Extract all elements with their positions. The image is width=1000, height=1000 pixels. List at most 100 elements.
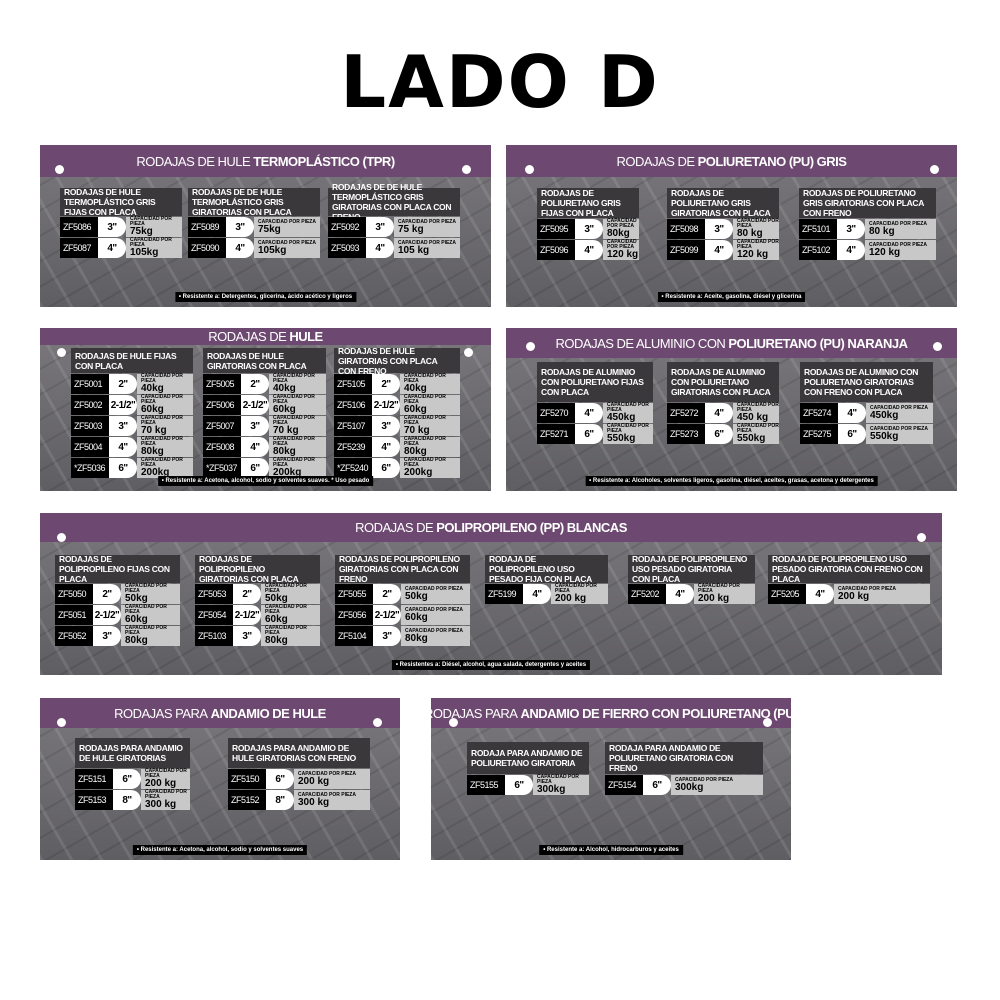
capacity-label: CAPACIDAD POR PIEZA	[607, 423, 649, 434]
product-code: ZF5239	[334, 437, 372, 457]
product-code: ZF5199	[485, 584, 523, 604]
capacity-value: 80kg	[607, 228, 630, 239]
product-code: ZF5092	[328, 217, 366, 237]
card-title: RODAJAS PARA ANDAMIO DE HULE GIRATORIAS	[75, 738, 190, 768]
product-code: ZF5153	[75, 790, 113, 810]
product-card: RODAJAS DE POLIPROPILENO GIRATORIAS CON …	[335, 554, 470, 646]
capacity-cell: CAPACIDAD POR PIEZA 40kg	[269, 374, 326, 394]
capacity-value: 75 kg	[398, 223, 424, 235]
capacity-cell: CAPACIDAD POR PIEZA 450kg	[603, 403, 653, 423]
capacity-value: 80 kg	[737, 228, 763, 239]
product-code: ZF5103	[195, 626, 233, 646]
panel-title: RODAJAS DE HULE	[136, 153, 251, 169]
product-row: ZF5275 6" CAPACIDAD POR PIEZA 550kg	[800, 424, 933, 444]
wheel-size: 4"	[241, 437, 269, 457]
capacity-cell: CAPACIDAD POR PIEZA 300 kg	[294, 790, 370, 810]
product-row: ZF5151 6" CAPACIDAD POR PIEZA 200 kg	[75, 769, 190, 789]
capacity-label: CAPACIDAD POR PIEZA	[145, 768, 187, 779]
card-title: RODAJA PARA ANDAMIO DE POLIURETANO GIRAT…	[467, 742, 589, 774]
product-card: RODAJA DE POLIPROPILENO USO PESADO FIJA …	[485, 554, 608, 604]
product-row: ZF5202 4" CAPACIDAD POR PIEZA 200 kg	[628, 584, 755, 604]
panel-header: RODAJAS PARA ANDAMIO DE HULE	[40, 698, 400, 728]
product-code: *ZF5036	[71, 458, 109, 478]
product-row: ZF5095 3" CAPACIDAD POR PIEZA 80kg	[537, 219, 639, 239]
product-panel: RODAJAS DE HULE RODAJAS DE HULE FIJAS CON …	[40, 328, 491, 491]
panel-title-bold: POLIPROPILENO (PP) BLANCAS	[436, 520, 627, 535]
capacity-label: CAPACIDAD POR PIEZA	[145, 789, 187, 800]
capacity-value: 60kg	[405, 611, 428, 623]
product-row: ZF5199 4" CAPACIDAD POR PIEZA 200 kg	[485, 584, 608, 604]
product-code: ZF5106	[334, 395, 372, 415]
wheel-size: 4"	[838, 403, 866, 423]
product-row: ZF5154 6" CAPACIDAD POR PIEZA 300kg	[605, 775, 763, 795]
product-panel: RODAJAS DE POLIPROPILENO (PP) BLANCAS RODA…	[40, 513, 942, 675]
capacity-label: CAPACIDAD POR PIEZA	[607, 239, 637, 250]
mounting-hole-icon	[525, 165, 534, 174]
product-row: ZF5103 3" CAPACIDAD POR PIEZA 80kg	[195, 626, 320, 646]
capacity-cell: CAPACIDAD POR PIEZA 40kg	[137, 374, 193, 394]
capacity-cell: CAPACIDAD POR PIEZA 40kg	[400, 374, 460, 394]
wheel-size: 4"	[372, 437, 400, 457]
product-row: ZF5005 2" CAPACIDAD POR PIEZA 40kg	[203, 374, 326, 394]
capacity-label: CAPACIDAD POR PIEZA	[869, 241, 927, 248]
product-row: ZF5002 2-1/2" CAPACIDAD POR PIEZA 60kg	[71, 395, 193, 415]
capacity-value: 200 kg	[838, 590, 870, 602]
wheel-size: 2"	[109, 374, 137, 394]
product-code: ZF5002	[71, 395, 109, 415]
wheel-size: 4"	[98, 238, 126, 258]
panel-header: RODAJAS DE POLIURETANO (PU) GRIS	[506, 145, 957, 177]
capacity-value: 60kg	[125, 614, 148, 625]
capacity-label: CAPACIDAD POR PIEZA	[555, 583, 597, 594]
capacity-cell: CAPACIDAD POR PIEZA 450kg	[866, 403, 933, 423]
card-title: RODAJAS DE ALUMINIO CON POLIURETANO FIJA…	[537, 362, 653, 402]
capacity-cell: CAPACIDAD POR PIEZA 200kg	[269, 458, 326, 478]
capacity-cell: CAPACIDAD POR PIEZA 60kg	[400, 395, 460, 415]
capacity-value: 75kg	[258, 223, 281, 235]
card-title: RODAJA DE POLIPROPILENO USO PESADO GIRAT…	[628, 554, 755, 584]
panel-header: RODAJAS DE HULE	[40, 328, 491, 345]
wheel-size: 4"	[109, 437, 137, 457]
capacity-cell: CAPACIDAD POR PIEZA 50kg	[121, 584, 180, 604]
product-code: ZF5095	[537, 219, 575, 239]
product-code: ZF5051	[55, 605, 93, 625]
product-row: ZF5107 3" CAPACIDAD POR PIEZA 70 kg	[334, 416, 460, 436]
panel-title: RODAJAS DE	[208, 329, 287, 344]
product-code: ZF5205	[768, 584, 806, 604]
product-code: ZF5054	[195, 605, 233, 625]
capacity-value: 120 kg	[737, 249, 769, 260]
capacity-cell: CAPACIDAD POR PIEZA 75 kg	[394, 217, 460, 237]
capacity-value: 200 kg	[555, 593, 587, 604]
wheel-size: 3"	[98, 217, 126, 237]
capacity-value: 550kg	[737, 433, 766, 444]
capacity-value: 40kg	[141, 383, 164, 394]
panel-title: RODAJAS DE	[616, 153, 696, 169]
card-title: RODAJAS DE POLIURETANO GRIS GIRATORIAS C…	[667, 188, 779, 218]
product-card: RODAJAS DE HULE FIJAS CON PLACA ZF5001 2" C…	[71, 348, 193, 478]
product-row: ZF5101 3" CAPACIDAD POR PIEZA 80 kg	[799, 219, 936, 239]
wheel-size: 6"	[109, 458, 137, 478]
wheel-size: 2"	[372, 374, 400, 394]
product-card: RODAJAS DE HULE TERMOPLÁSTICO GRIS FIJAS…	[60, 187, 182, 258]
capacity-value: 70 kg	[273, 425, 299, 436]
wheel-size: 4"	[575, 240, 603, 260]
panel-title-bold: ANDAMIO DE HULE	[210, 705, 327, 721]
capacity-label: CAPACIDAD POR PIEZA	[869, 220, 927, 227]
capacity-label: CAPACIDAD POR PIEZA	[675, 776, 733, 783]
capacity-cell: CAPACIDAD POR PIEZA 105kg	[126, 238, 182, 258]
capacity-cell: CAPACIDAD POR PIEZA 200 kg	[551, 584, 608, 604]
panel-title-bold: HULE	[289, 329, 323, 344]
capacity-label: CAPACIDAD POR PIEZA	[130, 237, 172, 248]
capacity-cell: CAPACIDAD POR PIEZA 105kg	[254, 238, 320, 258]
capacity-value: 200kg	[273, 467, 302, 478]
wheel-size: 6"	[705, 424, 733, 444]
capacity-cell: CAPACIDAD POR PIEZA 105 kg	[394, 238, 460, 258]
wheel-size: 4"	[575, 403, 603, 423]
capacity-label: CAPACIDAD POR PIEZA	[737, 423, 779, 434]
capacity-label: CAPACIDAD POR PIEZA	[258, 239, 316, 246]
capacity-value: 550kg	[607, 433, 636, 444]
capacity-label: CAPACIDAD POR PIEZA	[404, 415, 446, 426]
card-title: RODAJAS DE HULE GIRATORIAS CON PLACA	[203, 348, 326, 373]
product-code: *ZF5240	[334, 458, 372, 478]
product-code: ZF5151	[75, 769, 113, 789]
panel-header: RODAJAS DE HULE TERMOPLÁSTICO (TPR)	[40, 145, 491, 177]
